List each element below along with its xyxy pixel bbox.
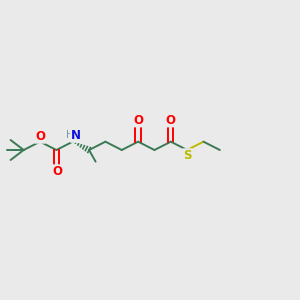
Text: S: S <box>183 149 191 162</box>
Text: N: N <box>71 129 81 142</box>
Text: H: H <box>67 130 74 140</box>
Text: O: O <box>133 114 143 127</box>
Text: O: O <box>35 130 45 143</box>
Text: O: O <box>166 114 176 127</box>
Text: O: O <box>52 165 62 178</box>
